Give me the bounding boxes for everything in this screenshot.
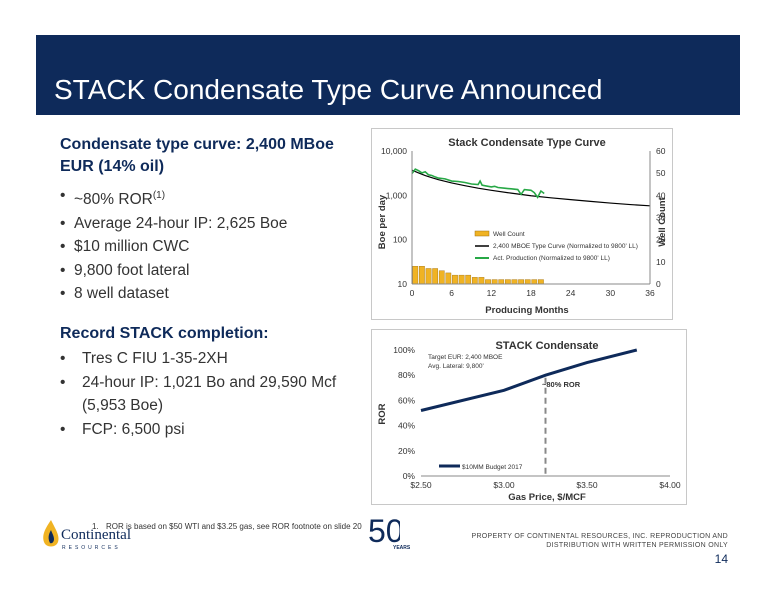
well-count-bar: [445, 272, 452, 285]
footnote: 1. ROR is based on $50 WTI and $3.25 gas,…: [92, 522, 362, 531]
bullet-fcp: FCP: 6,500 psi: [60, 418, 360, 442]
well-count-bar: [452, 274, 458, 285]
chart2-ytick: 100%: [393, 345, 415, 355]
chart2-xlabel: Gas Price, $/MCF: [508, 492, 586, 503]
chart1-y2tick: 50: [656, 168, 666, 178]
bullet-well-name: Tres C FIU 1-35-2XH: [60, 347, 360, 371]
company-logo-sub: RESOURCES: [62, 545, 121, 551]
well-count-bar: [419, 266, 425, 285]
chart2-ytick: 60%: [398, 395, 415, 405]
chart1-xtick: 30: [606, 288, 616, 298]
bullet-ip-boe: (5,953 Boe): [82, 397, 163, 414]
type-curve-chart: Stack Condensate Type Curve 10 100 1,000 10…: [371, 128, 673, 320]
footnote-ref: (1): [152, 190, 166, 201]
well-count-bar: [438, 270, 445, 285]
ror-line: [420, 348, 638, 412]
legend-swatch-well-count: [474, 230, 490, 237]
chart2-ylabel: ROR: [377, 403, 388, 424]
ror-chart: STACK Condensate 0% 20% 40% 60% 80% 100% $2.50…: [371, 329, 687, 505]
record-bullets: Tres C FIU 1-35-2XH 24-hour IP: 1,021 Bo…: [60, 347, 360, 441]
chart1-title: Stack Condensate Type Curve: [448, 137, 606, 149]
well-count-bar: [458, 274, 465, 285]
type-curve-line: [411, 169, 651, 207]
well-count-bar: [425, 268, 432, 285]
well-count-bar: [471, 277, 478, 285]
ror-svg: STACK Condensate 0% 20% 40% 60% 80% 100% $2.50…: [377, 340, 681, 503]
chart1-ytick: 10,000: [381, 146, 407, 156]
bullet-ip: Average 24-hour IP: 2,625 Boe: [60, 212, 350, 236]
chart1-y2tick: 20: [656, 235, 666, 245]
legend-type-curve: 2,400 MBOE Type Curve (Normalized to 980…: [493, 243, 638, 250]
well-count-bar: [465, 274, 472, 285]
well-count-bar: [485, 279, 491, 285]
chart1-ytick: 10: [398, 279, 408, 289]
chart1-y2tick: 60: [656, 146, 666, 156]
well-count-bar: [478, 277, 485, 285]
page-number: 14: [714, 552, 728, 566]
chart2-ytick: 20%: [398, 446, 415, 456]
condensate-bullets: ~80% ROR(1) Average 24-hour IP: 2,625 Bo…: [60, 184, 350, 306]
svg-text:50: 50: [368, 513, 400, 549]
well-count-bar: [505, 279, 511, 285]
well-count-bar: [491, 279, 498, 285]
actual-production-line: [411, 168, 545, 199]
well-count-bar: [524, 279, 531, 285]
chart2-xtick: $4.00: [659, 480, 681, 490]
chart1-xtick: 24: [566, 288, 576, 298]
well-count-bar: [538, 279, 544, 285]
property-notice: PROPERTY OF CONTINENTAL RESOURCES, INC. …: [471, 533, 728, 549]
chart1-ylabel: Boe per day: [377, 194, 388, 249]
continental-flame-icon: [43, 520, 59, 547]
chart1-xtick: 0: [410, 288, 415, 298]
chart1-ytick: 1,000: [386, 190, 408, 200]
well-count-bar: [511, 279, 518, 285]
chart2-ytick: 40%: [398, 421, 415, 431]
well-count-bar: [432, 268, 438, 285]
chart1-xtick: 36: [645, 288, 655, 298]
condensate-heading: Condensate type curve: 2,400 MBoe EUR (1…: [60, 136, 334, 175]
chart1-xlabel: Producing Months: [485, 305, 568, 316]
company-logo-text: Continental: [61, 527, 131, 543]
chart1-ytick: 100: [393, 235, 407, 245]
bullet-dataset: 8 well dataset: [60, 282, 350, 306]
chart1-xtick: 12: [487, 288, 497, 298]
chart2-xtick: $2.50: [410, 480, 432, 490]
record-heading: Record STACK completion:: [60, 325, 269, 342]
well-count-bar: [518, 279, 524, 285]
chart2-ytick: 0%: [403, 471, 416, 481]
legend-production: Act. Production (Normalized to 9800' LL): [493, 255, 610, 262]
slide-title: STACK Condensate Type Curve Announced: [54, 74, 603, 105]
bullet-cwc: $10 million CWC: [60, 235, 350, 259]
annotation-ror: ~80% ROR: [542, 380, 581, 389]
legend-budget: $10MM Budget 2017: [462, 464, 523, 471]
bullet-ror: ~80% ROR(1): [60, 184, 350, 212]
chart1-legend: Well Count 2,400 MBOE Type Curve (Normal…: [474, 230, 638, 262]
chart2-title: STACK Condensate: [495, 340, 598, 352]
chart1-y2tick: 10: [656, 257, 666, 267]
years-label: YEARS: [393, 545, 411, 551]
chart1-y2tick: 0: [656, 279, 661, 289]
annotation-target-eur: Target EUR: 2,400 MBOE: [428, 354, 503, 361]
type-curve-svg: Stack Condensate Type Curve 101001,00010…: [377, 137, 668, 316]
bullet-lateral: 9,800 foot lateral: [60, 259, 350, 283]
well-count-bar: [498, 279, 505, 285]
condensate-section: Condensate type curve: 2,400 MBoe EUR (1…: [60, 134, 350, 306]
chart1-y2label: Well Count: [657, 196, 668, 246]
bullet-ip-record: 24-hour IP: 1,021 Bo and 29,590 Mcf: [60, 371, 360, 395]
well-count-bar: [412, 266, 419, 285]
legend-well-count: Well Count: [493, 231, 525, 238]
chart1-y2tick: 40: [656, 190, 666, 200]
chart1-y2tick: 30: [656, 213, 666, 223]
chart2-xtick: $3.50: [576, 480, 598, 490]
chart1-xtick: 6: [449, 288, 454, 298]
annotation-avg-lateral: Avg. Lateral: 9,800': [428, 363, 484, 370]
chart2-ytick: 80%: [398, 370, 415, 380]
chart1-xtick: 18: [526, 288, 536, 298]
title-banner: [36, 35, 740, 115]
fifty-years-logo: 50: [368, 513, 400, 549]
well-count-bar: [531, 279, 538, 285]
chart2-xtick: $3.00: [493, 480, 515, 490]
